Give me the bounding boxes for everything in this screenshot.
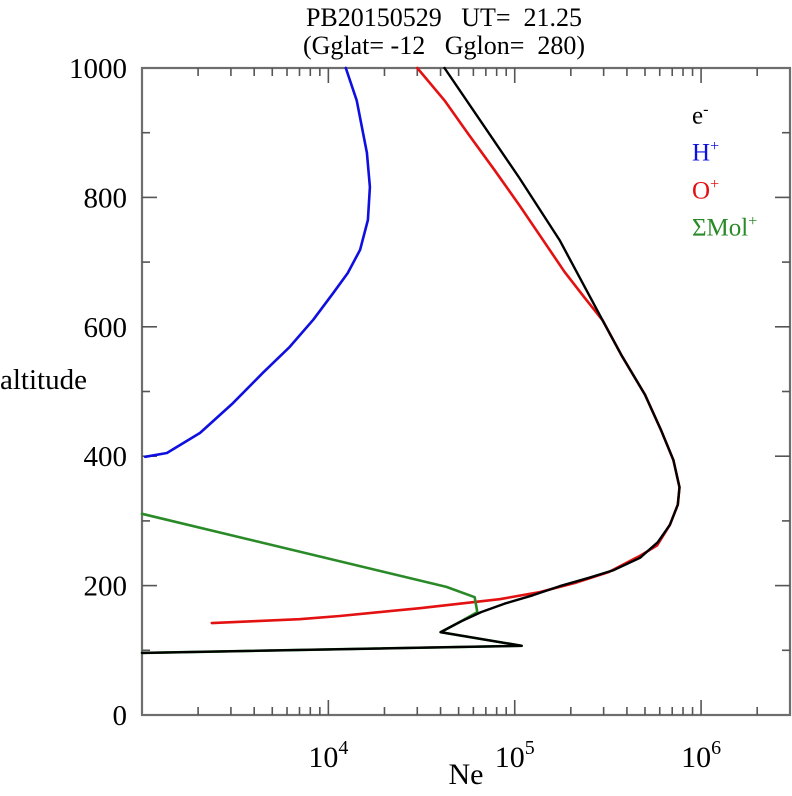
y-tick-label: 800 (84, 182, 128, 214)
legend-item-h-plus: H+ (692, 138, 720, 167)
y-tick-label: 0 (113, 700, 128, 732)
y-axis-label: altitude (0, 364, 87, 396)
x-tick-label: 105 (495, 737, 535, 774)
series-h-plus (143, 66, 372, 459)
series-e-minus (140, 66, 681, 655)
x-axis-label: Ne (448, 758, 484, 791)
y-tick-label: 400 (84, 441, 128, 473)
legend: e- H+ O+ ΣMol+ (692, 94, 757, 243)
x-tick-label: 106 (681, 737, 721, 774)
chart-subtitle: (Gglat= -12 Gglon= 280) (302, 31, 586, 60)
series-o-plus (210, 66, 681, 625)
legend-item-o-plus: O+ (692, 175, 720, 204)
legend-item-mol-plus: ΣMol+ (692, 212, 758, 242)
legend-item-electron: e- (692, 101, 709, 130)
series-mol-plus (140, 512, 524, 655)
y-tick-label: 600 (84, 312, 128, 344)
chart-title: PB20150529 UT= 21.25 (305, 3, 583, 32)
x-tick-label: 104 (308, 737, 348, 774)
y-tick-label: 200 (84, 571, 128, 603)
y-tick-label: 1000 (69, 53, 127, 85)
